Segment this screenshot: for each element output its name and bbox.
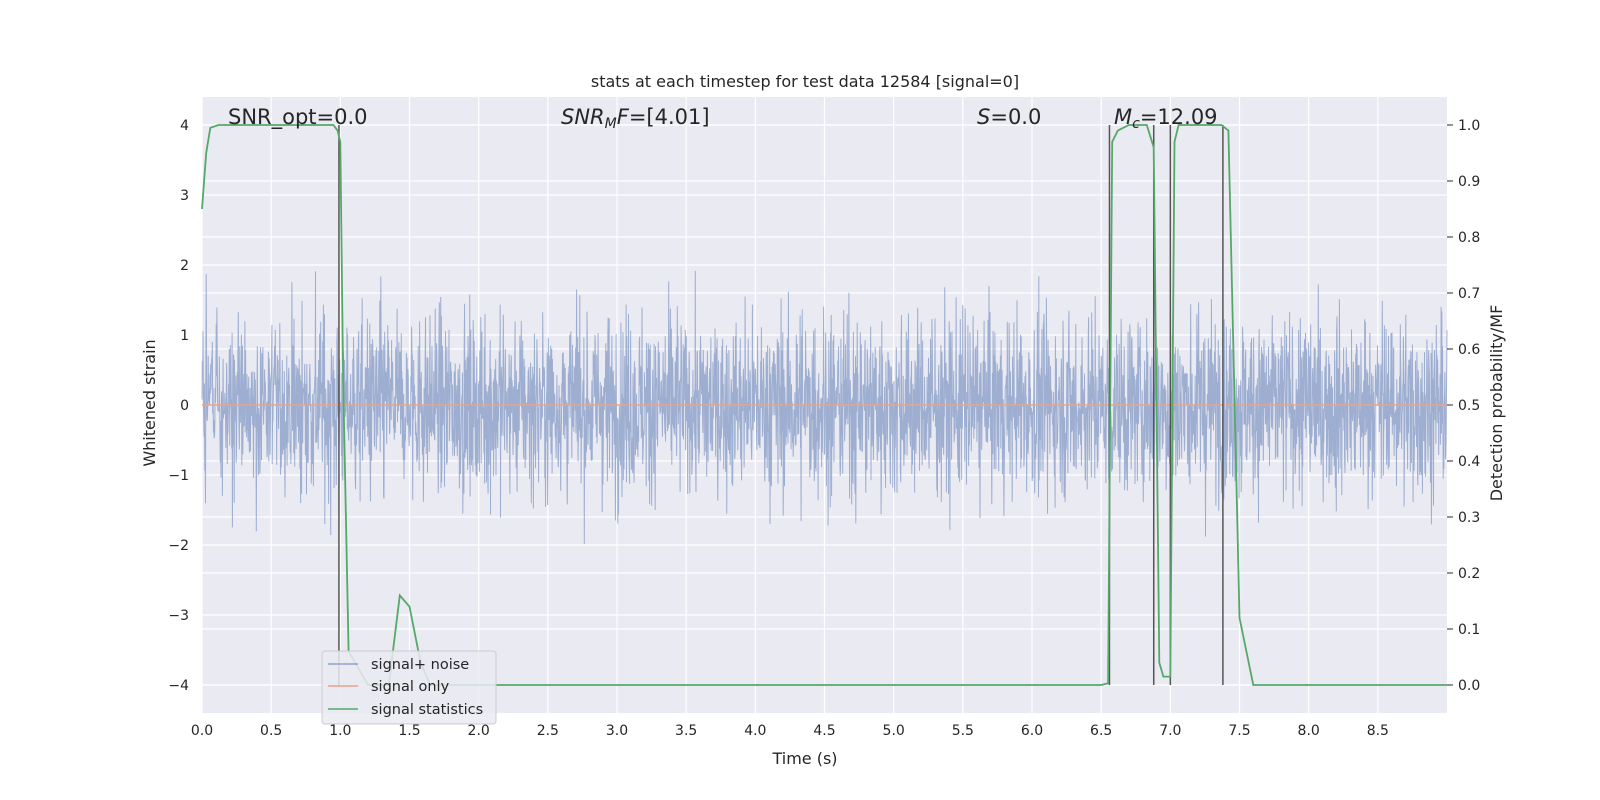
x-tick-label: 6.0 <box>1021 723 1043 739</box>
legend-label-statistics: signal statistics <box>371 702 483 718</box>
mc-sub: c <box>1132 116 1140 132</box>
annotation-snr-mf: SNRMF=[4.01] <box>561 105 710 132</box>
x-tick-label: 8.5 <box>1367 723 1389 739</box>
s-rest: =0.0 <box>990 105 1041 129</box>
annotation-s: S=0.0 <box>977 105 1041 129</box>
y-tick-label: 3 <box>180 188 189 204</box>
y2-tick-label: 0.3 <box>1458 510 1480 526</box>
y2-tick-label: 1.0 <box>1458 118 1480 134</box>
y2-tick-label: 0.7 <box>1458 286 1480 302</box>
x-tick-label: 7.0 <box>1159 723 1181 739</box>
legend-box <box>321 650 497 725</box>
y2-tick-label: 0.1 <box>1458 622 1480 638</box>
snr-mf-rest: =[4.01] <box>629 105 710 129</box>
y-tick-label: −3 <box>168 608 189 624</box>
y2-tick-label: 0.5 <box>1458 398 1480 414</box>
mc-main: M <box>1114 105 1132 129</box>
legend-label-signal-only: signal only <box>371 679 450 695</box>
y-axis-ticks: 4 3 2 1 0 −1 −2 −3 −4 <box>168 118 189 694</box>
y2-tick-label: 0.0 <box>1458 678 1480 694</box>
y-tick-label: 4 <box>180 118 189 134</box>
y2-axis-ticks: 1.0 0.9 0.8 0.7 0.6 0.5 0.4 0.3 0.2 0.1 0.0 <box>1447 118 1480 694</box>
x-tick-label: 3.5 <box>675 723 697 739</box>
y2-axis-label: Detection probability/MF <box>1487 305 1506 502</box>
chart-title: stats at each timestep for test data 125… <box>591 72 1019 91</box>
x-axis-label: Time (s) <box>771 749 837 768</box>
y-tick-label: 2 <box>180 258 189 274</box>
x-tick-label: 6.5 <box>1090 723 1112 739</box>
y2-tick-label: 0.9 <box>1458 174 1480 190</box>
x-tick-label: 4.0 <box>744 723 766 739</box>
mc-rest: =12.09 <box>1140 105 1218 129</box>
x-tick-label: 1.0 <box>329 723 351 739</box>
x-tick-label: 0.0 <box>191 723 213 739</box>
legend-label-noise: signal+ noise <box>371 657 469 673</box>
x-tick-label: 7.5 <box>1228 723 1250 739</box>
y2-tick-label: 0.2 <box>1458 566 1480 582</box>
x-tick-label: 5.5 <box>952 723 974 739</box>
y2-tick-label: 0.4 <box>1458 454 1480 470</box>
annotation-mc: Mc=12.09 <box>1114 105 1218 132</box>
signal-noise-series <box>201 270 1448 545</box>
legend: signal+ noise signal only signal statist… <box>321 650 497 725</box>
x-axis-ticks: 0.0 0.5 1.0 1.5 2.0 2.5 3.0 3.5 4.0 4.5 5.0 5.5 6.0 6… <box>191 723 1389 739</box>
x-tick-label: 2.5 <box>537 723 559 739</box>
y-tick-label: 1 <box>180 328 189 344</box>
y-tick-label: 0 <box>180 398 189 414</box>
y-axis-label: Whitened strain <box>140 339 159 466</box>
snr-mf-main: SNR <box>561 105 605 129</box>
noise-trace <box>201 270 1448 545</box>
x-tick-label: 0.5 <box>260 723 282 739</box>
s-main: S <box>977 105 990 129</box>
x-tick-label: 4.5 <box>813 723 835 739</box>
y2-tick-label: 0.8 <box>1458 230 1480 246</box>
x-tick-label: 3.0 <box>606 723 628 739</box>
y-tick-label: −4 <box>168 678 189 694</box>
statistics-line <box>201 124 1447 686</box>
y2-tick-label: 0.6 <box>1458 342 1480 358</box>
x-tick-label: 1.5 <box>398 723 420 739</box>
snr-mf-sub: M <box>605 116 617 132</box>
y-tick-label: −1 <box>168 468 189 484</box>
x-tick-label: 5.0 <box>883 723 905 739</box>
y-tick-label: −2 <box>168 538 189 554</box>
snr-mf-rest-f: F <box>617 105 630 129</box>
x-tick-label: 8.0 <box>1298 723 1320 739</box>
x-tick-label: 2.0 <box>468 723 490 739</box>
annotation-snr-opt: SNR_opt=0.0 <box>228 105 368 130</box>
signal-statistics-series <box>201 124 1447 686</box>
